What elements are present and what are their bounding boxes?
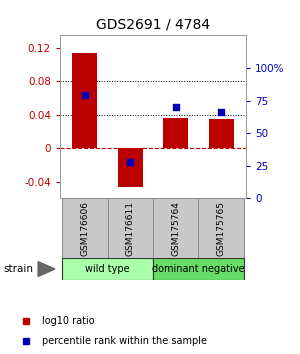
Text: GSM175764: GSM175764 — [171, 201, 180, 256]
Bar — [118, 148, 143, 187]
Text: GSM175765: GSM175765 — [217, 201, 226, 256]
Bar — [153, 198, 198, 258]
Bar — [62, 198, 108, 258]
Point — [219, 109, 224, 115]
Bar — [62, 258, 153, 280]
Bar — [108, 198, 153, 258]
Text: GSM176606: GSM176606 — [80, 201, 89, 256]
Text: strain: strain — [3, 264, 33, 274]
Bar — [73, 53, 98, 148]
Point — [173, 104, 178, 110]
Text: wild type: wild type — [85, 264, 130, 274]
Title: GDS2691 / 4784: GDS2691 / 4784 — [96, 17, 210, 32]
Bar — [198, 198, 244, 258]
Bar — [208, 119, 233, 148]
Point — [82, 92, 87, 98]
Bar — [153, 258, 244, 280]
Polygon shape — [38, 262, 55, 276]
Text: log10 ratio: log10 ratio — [42, 316, 94, 326]
Text: dominant negative: dominant negative — [152, 264, 244, 274]
Text: GSM176611: GSM176611 — [126, 201, 135, 256]
Point — [128, 159, 133, 165]
Text: percentile rank within the sample: percentile rank within the sample — [42, 336, 207, 346]
Bar — [163, 118, 188, 148]
